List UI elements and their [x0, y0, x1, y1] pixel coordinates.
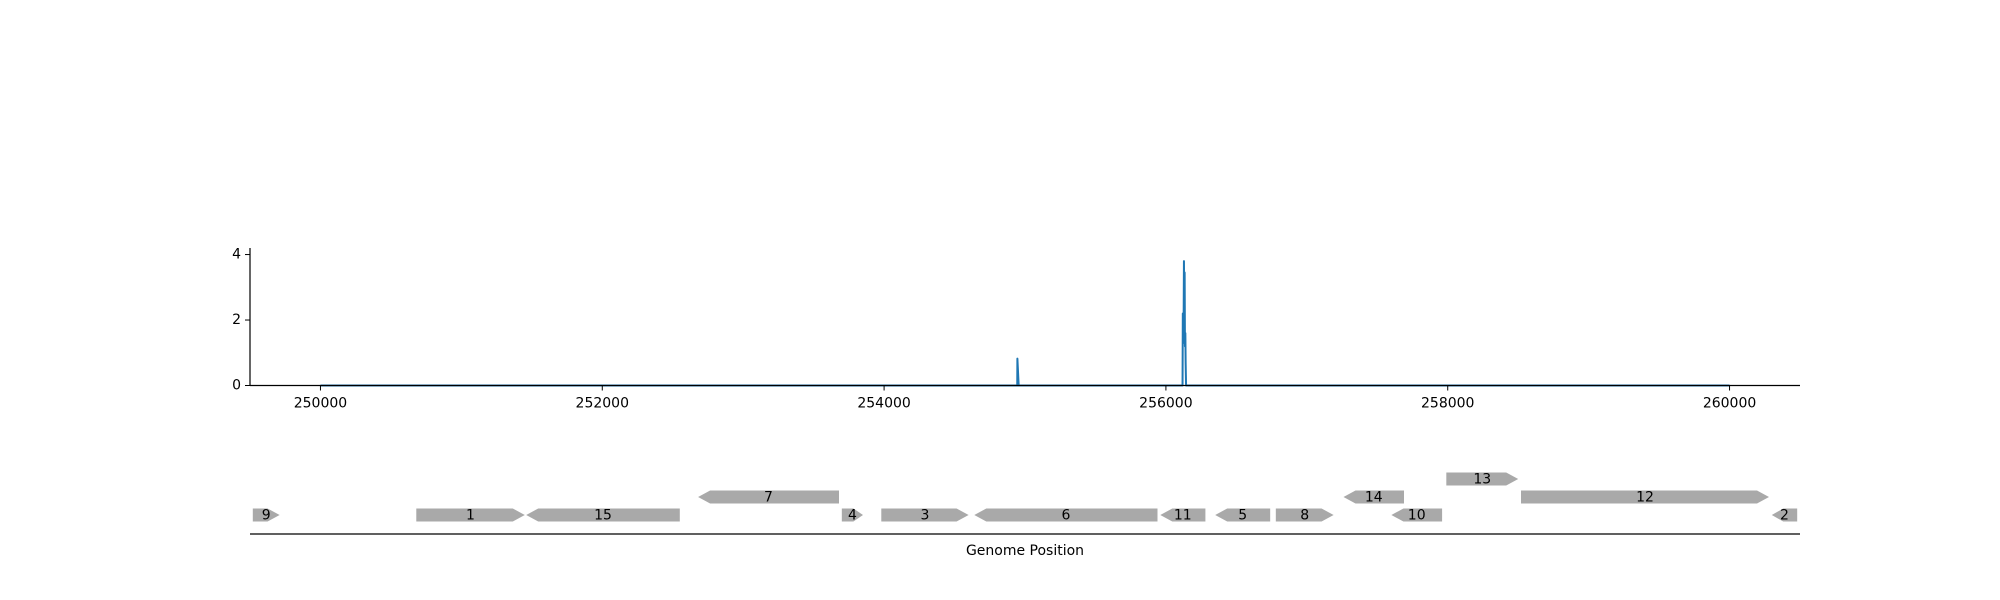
gene-arrow: [974, 508, 1158, 522]
gene-label: 2: [1780, 508, 1789, 524]
gene-arrow: [1391, 508, 1443, 522]
gene-label: 6: [1061, 508, 1070, 524]
gene-arrow: [416, 508, 525, 522]
gene-label: 12: [1636, 490, 1654, 506]
x-tick-label: 252000: [576, 396, 629, 412]
gene-label: 8: [1300, 508, 1309, 524]
gene-label: 11: [1174, 508, 1192, 524]
x-tick-label: 250000: [294, 396, 347, 412]
gene-arrow: [881, 508, 969, 522]
x-tick-label: 254000: [857, 396, 910, 412]
gene-label: 1: [466, 508, 475, 524]
gene-label: 5: [1238, 508, 1247, 524]
gene-label: 9: [262, 508, 271, 524]
gene-arrow: [1446, 472, 1519, 486]
y-ticks: 0 2 4: [232, 247, 250, 394]
gene-label: 4: [848, 508, 857, 524]
genome-position-axis-title: Genome Position: [966, 543, 1084, 559]
gene-label: 15: [594, 508, 612, 524]
gene-arrow: [698, 490, 839, 504]
coverage-series: [320, 260, 1730, 387]
gene-label: 7: [764, 490, 773, 506]
y-tick-label: 0: [232, 378, 241, 394]
x-tick-label: 258000: [1421, 396, 1474, 412]
gene-arrow: [252, 508, 280, 522]
gene-arrow: [1160, 508, 1206, 522]
gene-arrow: [1521, 490, 1769, 504]
gene-arrow: [1771, 508, 1798, 522]
gene-arrow: [1275, 508, 1334, 522]
gene-label: 3: [921, 508, 930, 524]
x-ticks: 250000 252000 254000 256000 258000 260000: [294, 385, 1756, 412]
gene-label: 14: [1365, 490, 1383, 506]
gene-arrow: [1343, 490, 1404, 504]
coverage-plot: 250000 252000 254000 256000 258000 260000 0 2 4: [232, 247, 1800, 412]
coverage-line: [320, 260, 1730, 387]
gene-arrow: [526, 508, 680, 522]
y-tick-label: 2: [232, 312, 241, 328]
x-tick-label: 260000: [1703, 396, 1756, 412]
gene-label: 10: [1408, 508, 1426, 524]
gene-arrow: [841, 508, 863, 522]
y-tick-label: 4: [232, 247, 241, 263]
gene-label: 13: [1473, 472, 1491, 488]
gene-arrow: [1215, 508, 1271, 522]
x-tick-label: 256000: [1139, 396, 1192, 412]
